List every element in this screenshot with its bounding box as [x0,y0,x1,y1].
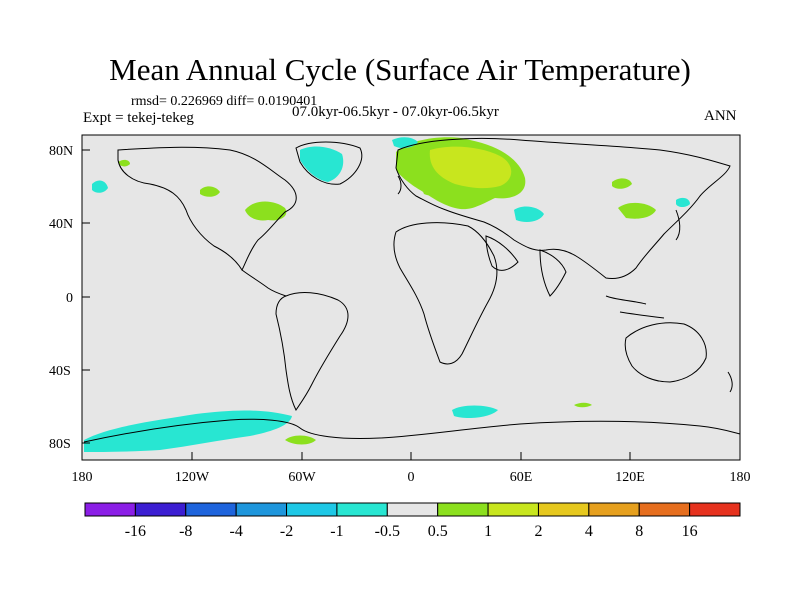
colorbar-tick-label: 2 [534,523,542,540]
colorbar-labels: -16 -8 -4 -2 -1 -0.5 0.5 1 2 4 8 16 [125,523,698,540]
lat-label-40n: 40N [49,217,73,232]
colorbar-tick-label: 1 [484,523,492,540]
patch-scandinavia [418,175,445,196]
patch-antarctic-cool [84,410,292,452]
patch-southern-ocean-small [574,402,592,408]
coast-eurasia [395,137,731,279]
plot-title: Mean Annual Cycle (Surface Air Temperatu… [109,52,691,87]
colorbar-tick-label: 0.5 [428,523,448,540]
patch-bering-cool [92,180,108,193]
coast-indonesia [605,295,665,319]
colorbar-tick-label: -0.5 [375,523,400,540]
colorbar-swatch [84,502,136,517]
lon-label-120w: 120W [175,470,210,485]
colorbar-tick-label: 4 [585,523,593,540]
colorbar-tick-label: -8 [179,523,192,540]
colorbar-swatch [235,502,288,517]
patch-greenland-cool [300,146,344,182]
colorbar-swatch [134,502,187,517]
coast-south-america [275,292,349,411]
colorbar [84,502,741,517]
coast-india [539,249,567,297]
colorbar-swatch [386,502,439,517]
stats-line: rmsd= 0.226969 diff= 0.0190401 [131,94,318,109]
coast-greenland [295,141,363,185]
colorbar-swatch [537,502,590,517]
patch-alaska [118,159,130,167]
lat-label-80s: 80S [49,437,71,452]
map-background [82,135,740,460]
colorbar-tick-label: -1 [330,523,343,540]
coastlines [83,137,741,443]
colorbar-swatch [487,502,539,517]
colorbar-swatch [185,502,237,517]
coast-new-zealand [727,371,733,393]
patch-central-asia-cool [514,206,544,222]
colorbar-tick-label: -2 [280,523,293,540]
lon-label-60e: 60E [510,470,533,485]
colorbar-swatch [689,502,741,517]
lon-label-180e: 180 [730,470,751,485]
lon-label-120e: 120E [615,470,645,485]
lat-label-40s: 40S [49,364,71,379]
patch-north-america-east [245,201,287,221]
coast-australia [624,322,707,383]
colorbar-swatch [588,502,640,517]
coast-africa [393,222,498,365]
colorbar-tick-label: 16 [682,523,698,540]
coast-uk [397,175,402,195]
longitude-tick-marks [81,452,741,460]
colorbar-tick-label: -4 [229,523,242,540]
lon-label-0: 0 [408,470,415,485]
patch-antarctic-peninsula [285,435,316,445]
season-label: ANN [704,108,737,124]
colorbar-swatch [336,502,388,517]
period-label: 07.0kyr-06.5kyr - 07.0kyr-06.5kyr [292,104,499,120]
coast-north-america [117,146,297,272]
patch-siberia [612,178,632,189]
lon-label-180w: 180 [72,470,93,485]
latitude-tick-marks [82,149,90,444]
patch-eurasia-core [429,146,512,189]
patch-indian-ocean-cool [452,405,498,418]
experiment-label: Expt = tekej-tekeg [83,110,194,126]
patch-east-asia-cool [676,197,690,207]
colorbar-swatch [286,502,338,517]
colorbar-swatch [638,502,691,517]
colorbar-tick-label: -16 [125,523,146,540]
colorbar-swatch [437,502,489,517]
coast-antarctica [83,418,741,443]
lon-label-60w: 60W [288,470,316,485]
lat-label-0: 0 [66,291,73,306]
coast-arabia [485,235,519,271]
coast-japan [675,209,681,241]
anomaly-patches [84,137,690,452]
lat-label-80n: 80N [49,144,73,159]
patch-canada [200,186,220,197]
colorbar-tick-label: 8 [635,523,643,540]
coast-central-america [241,269,287,297]
patch-east-asia [618,202,656,219]
